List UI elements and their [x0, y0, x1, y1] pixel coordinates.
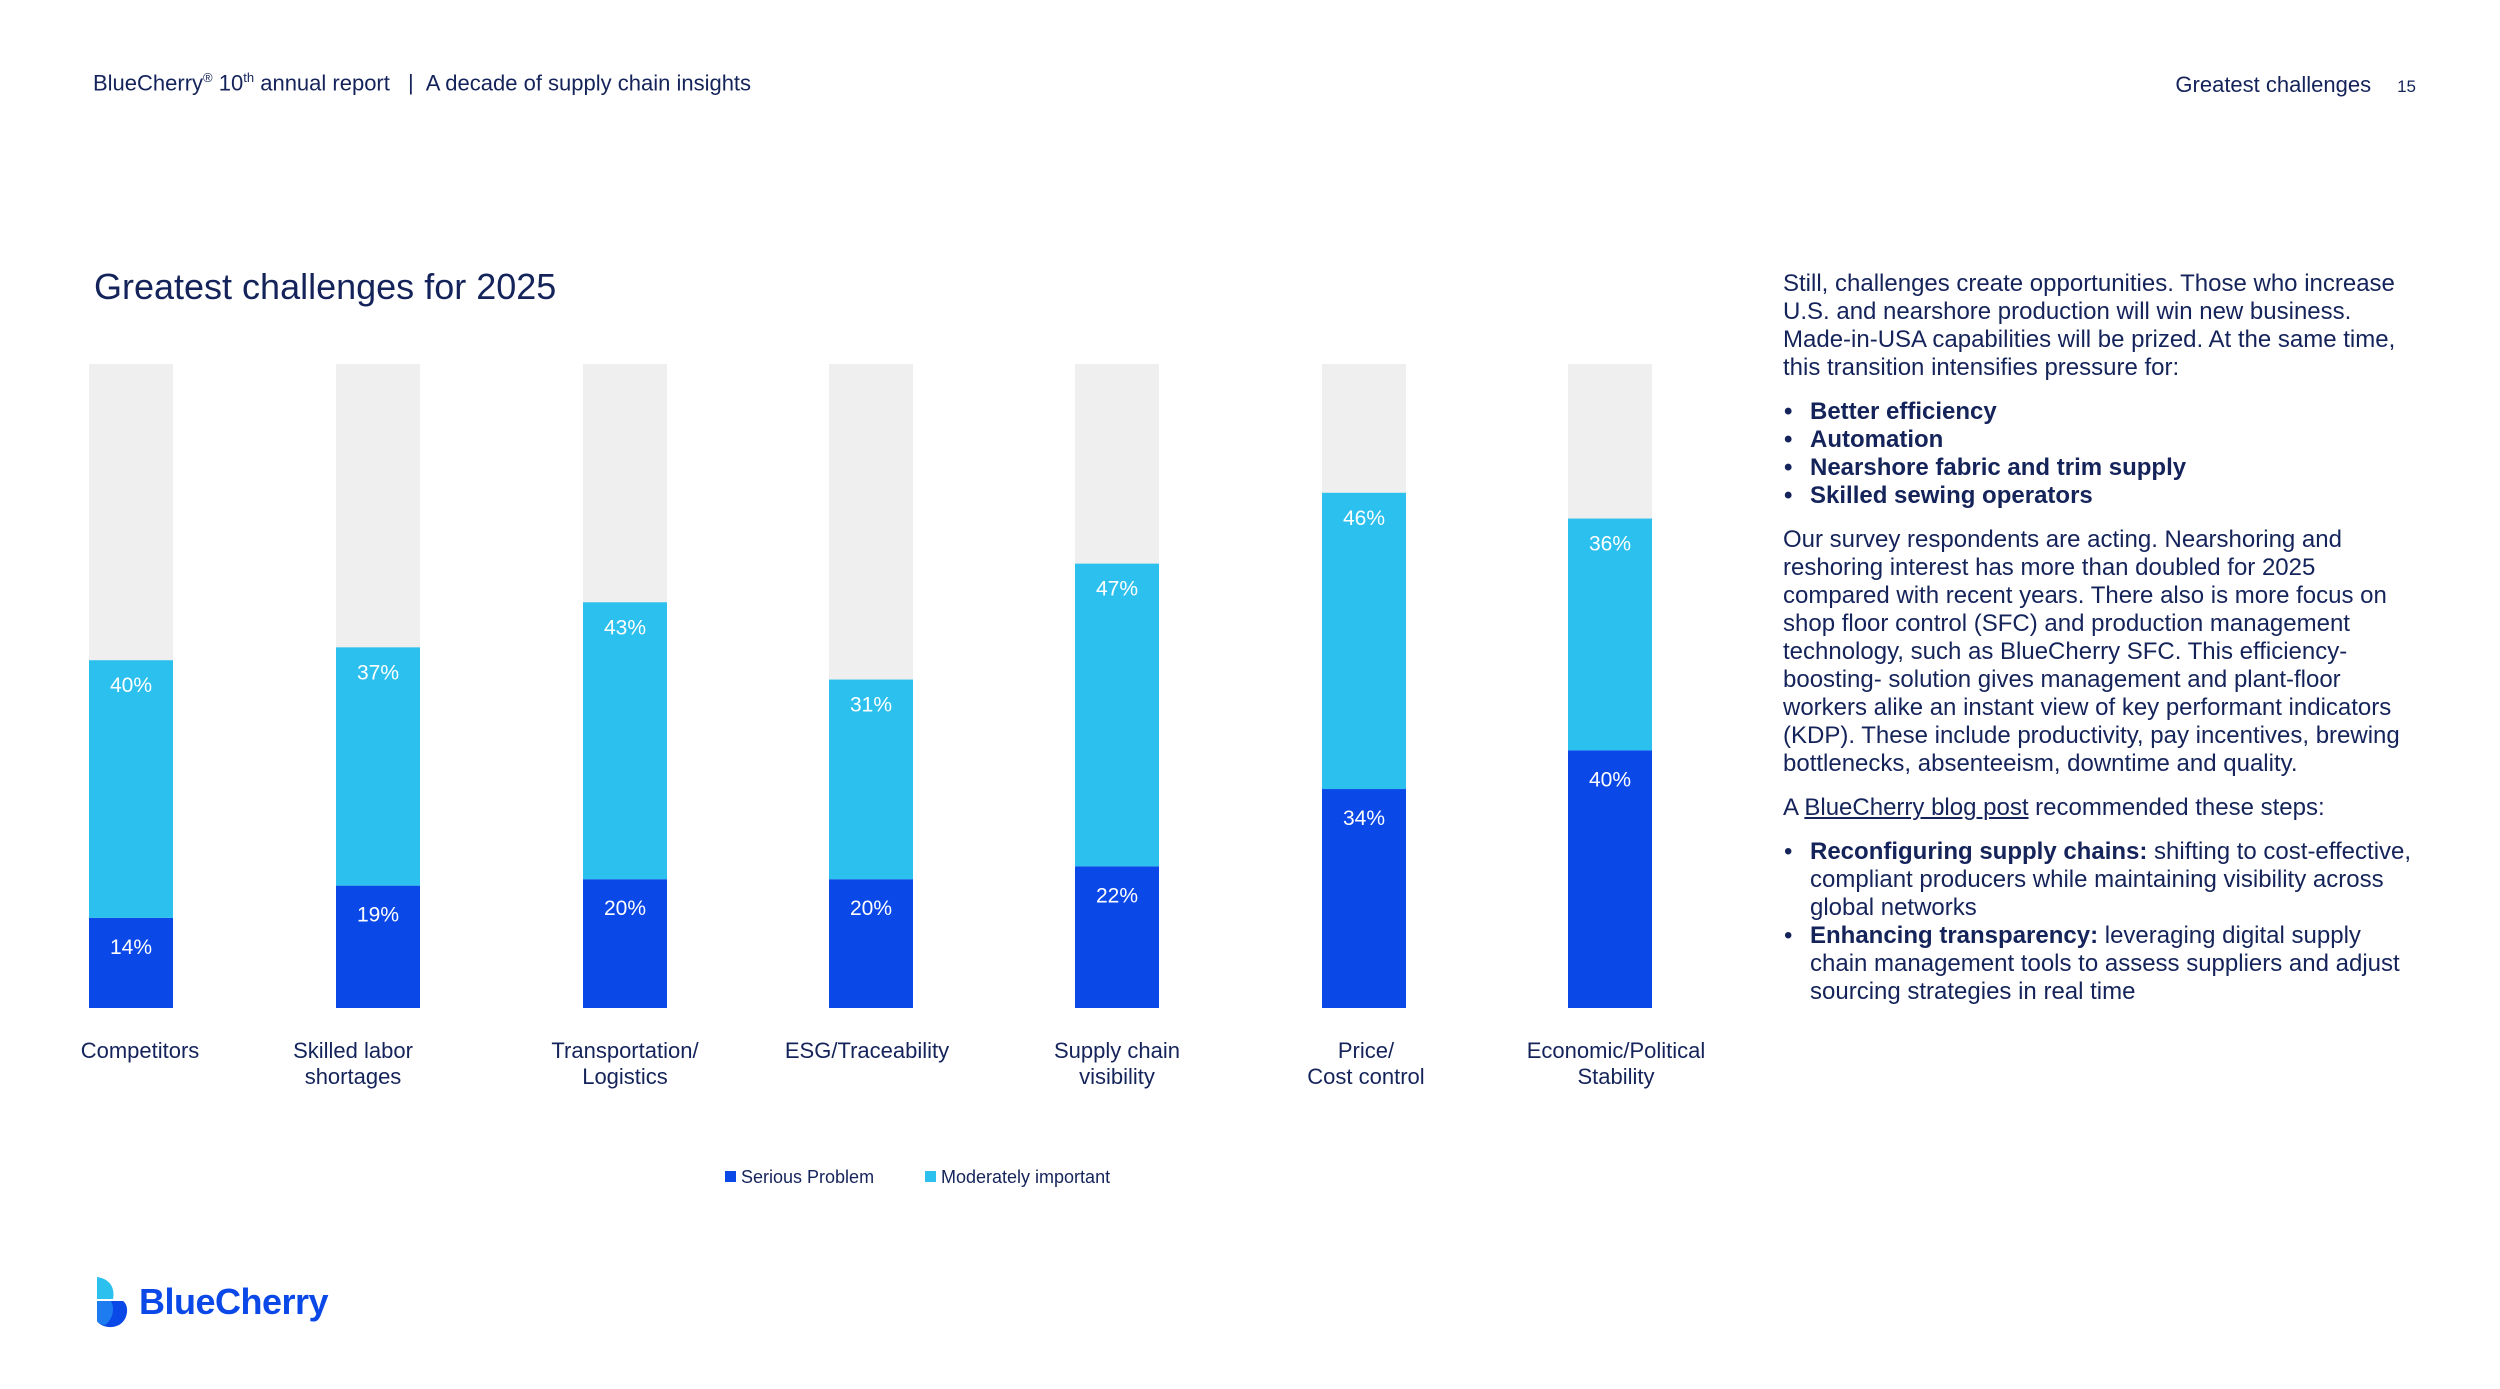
steps-list: Reconfiguring supply chains: shifting to…: [1783, 838, 2413, 1006]
report-subtitle: A decade of supply chain insights: [425, 70, 752, 96]
data-label-moderate: 36%: [1589, 533, 1631, 556]
legend-label-serious: Serious Problem: [741, 1167, 874, 1187]
category-label: Economic/Political: [1527, 1038, 1706, 1063]
blog-prefix: A: [1783, 794, 1805, 821]
bar-serious-problem: [1568, 750, 1652, 1008]
edition-suffix: th: [243, 70, 255, 85]
step-item: Reconfiguring supply chains: shifting to…: [1784, 838, 2413, 922]
blog-paragraph: A BlueCherry blog post recommended these…: [1783, 794, 2413, 822]
logo-wordmark: BlueCherry: [139, 1281, 329, 1322]
category-label: Transportation/: [551, 1038, 699, 1063]
data-label-moderate: 31%: [850, 694, 892, 717]
category-label: Competitors: [81, 1038, 200, 1063]
pressure-item: Nearshore fabric and trim supply: [1784, 454, 2413, 482]
report-header: BlueCherry® 10th annual report | A decade…: [93, 70, 751, 96]
data-label-serious: 40%: [1589, 768, 1631, 791]
data-label-moderate: 47%: [1096, 578, 1138, 601]
section-header: Greatest challenges 15: [2175, 72, 2416, 98]
category-label: Skilled labor: [293, 1038, 413, 1063]
data-label-moderate: 37%: [357, 661, 399, 684]
bar-serious-problem: [583, 879, 667, 1008]
bar-moderately-important: [1075, 563, 1159, 867]
legend-label-moderate: Moderately important: [941, 1167, 1110, 1187]
pressure-item: Better efficiency: [1784, 398, 2413, 426]
bar-moderately-important: [336, 647, 420, 886]
data-label-serious: 19%: [357, 904, 399, 927]
bar-moderately-important: [89, 660, 173, 918]
report-label: annual report: [260, 70, 390, 96]
bar-serious-problem: [1322, 789, 1406, 1008]
data-label-serious: 14%: [110, 936, 152, 959]
category-label: Supply chain: [1054, 1038, 1180, 1063]
legend-swatch-serious: [725, 1171, 736, 1182]
pressure-item: Skilled sewing operators: [1784, 482, 2413, 510]
data-label-serious: 34%: [1343, 807, 1385, 830]
step-text: shifting to cost-effective, compliant pr…: [1810, 838, 2412, 921]
step-title: Enhancing transparency:: [1810, 922, 2099, 949]
pressure-item: Automation: [1784, 426, 2413, 454]
survey-paragraph: Our survey respondents are acting. Nears…: [1783, 526, 2400, 777]
bar-serious-problem: [1075, 866, 1159, 1008]
stacked-bar-chart: 14% 40% Competitors 19% 37% Skilled laborshor…: [81, 364, 1706, 1187]
bar-serious-problem: [829, 879, 913, 1008]
header-brand: BlueCherry: [93, 70, 204, 96]
category-label: Cost control: [1307, 1064, 1424, 1089]
legend-swatch-moderate: [925, 1171, 936, 1182]
category-label: Price/: [1338, 1038, 1395, 1063]
category-label: Logistics: [582, 1064, 668, 1089]
bluecherry-logo-icon: [97, 1277, 128, 1328]
category-label: Stability: [1577, 1064, 1654, 1089]
data-label-moderate: 40%: [110, 674, 152, 697]
edition-number: 10: [218, 70, 244, 96]
bar-moderately-important: [1322, 492, 1406, 790]
page-number: 15: [2397, 77, 2416, 96]
pressure-list: Better efficiency Automation Nearshore f…: [1783, 398, 2413, 510]
header-separator: |: [408, 70, 414, 96]
section-title: Greatest challenges: [2175, 72, 2372, 97]
category-label: visibility: [1079, 1064, 1155, 1089]
data-label-serious: 20%: [850, 897, 892, 920]
category-label: ESG/Traceability: [785, 1038, 949, 1063]
blog-suffix: recommended these steps:: [2028, 794, 2325, 821]
bluecherry-logo: BlueCherry: [93, 1275, 329, 1329]
data-label-serious: 22%: [1096, 884, 1138, 907]
step-item: Enhancing transparency: leveraging digit…: [1784, 922, 2413, 1006]
bar-moderately-important: [829, 679, 913, 880]
registered-mark: ®: [203, 70, 213, 85]
chart-title: Greatest challenges for 2025: [94, 266, 557, 307]
bar-serious-problem: [336, 885, 420, 1008]
sidebar-text: Still, challenges create opportunities. …: [1783, 270, 2413, 1022]
data-label-serious: 20%: [604, 897, 646, 920]
step-text: leveraging digital supply chain manageme…: [1810, 922, 2400, 1005]
data-label-moderate: 43%: [604, 616, 646, 639]
bar-serious-problem: [89, 917, 173, 1008]
category-label: shortages: [305, 1064, 402, 1089]
step-title: Reconfiguring supply chains:: [1810, 838, 2148, 865]
blog-post-link[interactable]: BlueCherry blog post: [1804, 794, 2029, 821]
data-label-moderate: 46%: [1343, 507, 1385, 530]
bar-moderately-important: [1568, 518, 1652, 751]
intro-paragraph: Still, challenges create opportunities. …: [1783, 270, 2396, 381]
bar-moderately-important: [583, 602, 667, 880]
